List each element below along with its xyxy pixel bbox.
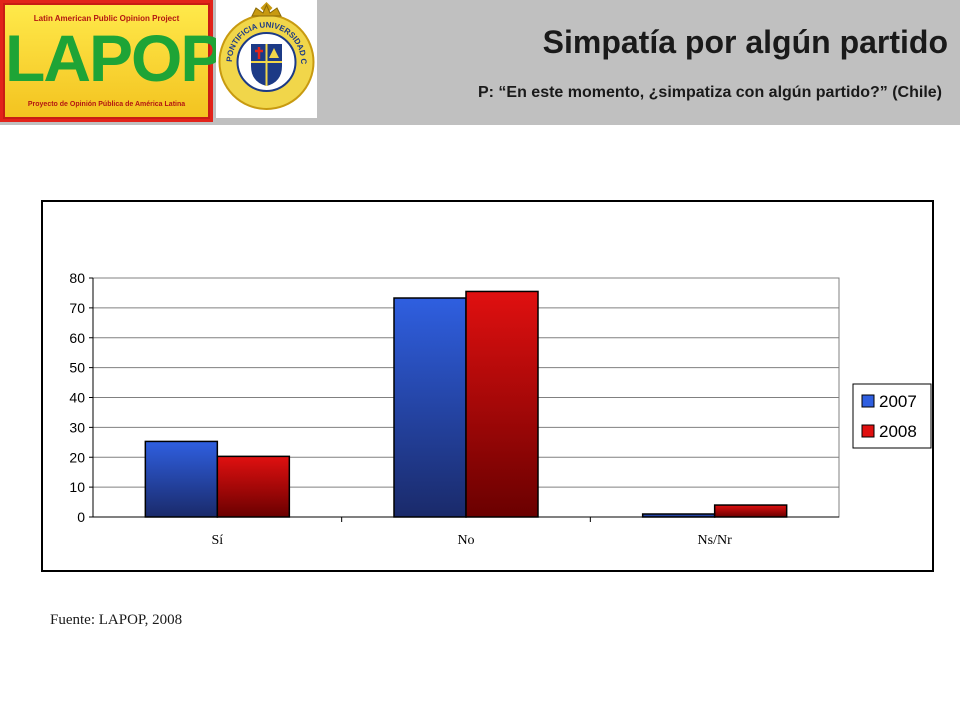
bar-2007-1	[393, 297, 467, 518]
header-banner: Latin American Public Opinion Project LA…	[0, 0, 960, 125]
y-tick-label: 50	[69, 360, 85, 376]
bar-2008-2	[713, 504, 788, 518]
legend: 2007 2008	[852, 383, 932, 449]
chart-frame: 0 10 20 30 40 50 60 70 80 Sí No Ns/Nr 2007 2008	[41, 200, 934, 572]
x-tick-label: Ns/Nr	[698, 533, 733, 548]
page-subtitle: P: “En este momento, ¿simpatiza con algú…	[477, 84, 942, 101]
page-title: Simpatía por algún partido	[542, 24, 948, 60]
y-tick-label: 60	[69, 330, 85, 346]
legend-swatch-2008	[861, 424, 875, 438]
bar-2007-0	[144, 440, 219, 518]
source-note: Fuente: LAPOP, 2008	[50, 612, 183, 628]
logo-top-text: Latin American Public Opinion Project	[33, 14, 180, 23]
legend-swatch-2007	[861, 394, 875, 408]
x-tick-label: No	[457, 533, 474, 548]
bar-2008-1	[465, 290, 539, 518]
bar-2007-2	[641, 513, 716, 518]
x-tick-label: Sí	[211, 533, 223, 548]
y-tick-label: 80	[69, 270, 85, 286]
y-tick-label: 0	[77, 509, 85, 525]
bar-2008-0	[216, 455, 291, 518]
y-tick-label: 10	[69, 479, 85, 495]
y-tick-label: 20	[69, 449, 85, 465]
logo-wordmark: LAPOP	[5, 21, 224, 95]
logo-bottom-text: Proyecto de Opinión Pública de América L…	[27, 101, 186, 108]
legend-label-2007: 2007	[879, 392, 917, 411]
bar-chart: 0 10 20 30 40 50 60 70 80 Sí No Ns/Nr 2007 2008	[69, 270, 932, 548]
university-seal: PONTIFICIA UNIVERSIDAD CATÓLICA DE CHILE	[213, 0, 317, 118]
y-tick-label: 70	[69, 300, 85, 316]
y-tick-label: 30	[69, 419, 85, 435]
legend-label-2008: 2008	[879, 422, 917, 441]
lapop-logo: Latin American Public Opinion Project LA…	[0, 0, 224, 122]
y-tick-label: 40	[69, 390, 85, 406]
